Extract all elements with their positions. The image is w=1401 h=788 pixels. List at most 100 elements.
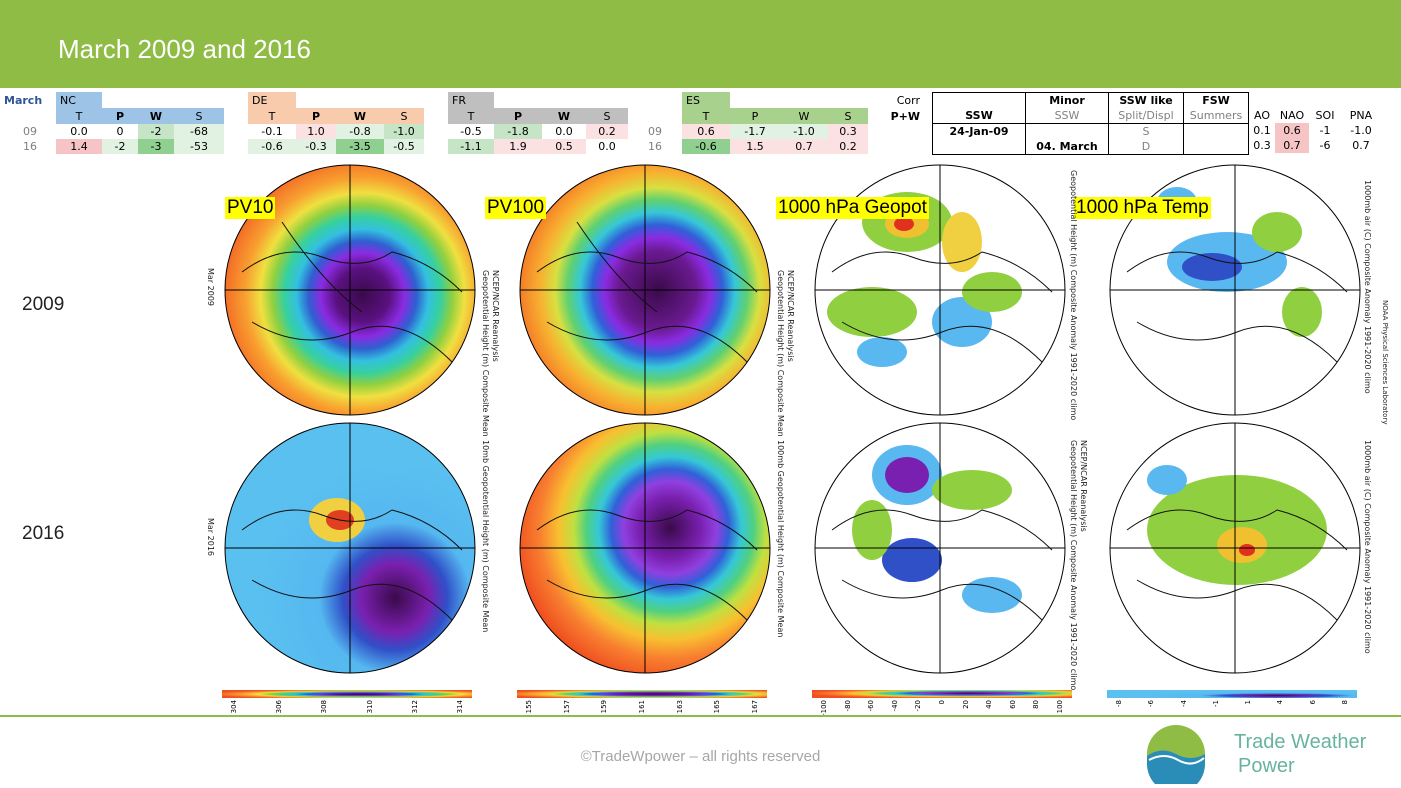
region-fr: FR [448,92,494,108]
cell: -1.0 [780,124,828,139]
cell: -0.6 [248,139,296,154]
colorbar-tick-label: 163 [675,700,684,714]
cell: 0.0 [555,125,573,138]
ssw-header: Minor [1025,92,1109,108]
col-header: S [174,108,224,124]
colorbar-tick-label: 1 [1244,700,1253,705]
cell: -2 [138,124,174,139]
colorbar-tick-label: -100 [820,700,828,716]
colorbar-tick-label: 314 [456,700,464,714]
cell: -3 [138,139,174,154]
brand-logo-icon [1147,725,1205,784]
year-label: 16 [648,140,662,153]
cell: 0.7 [780,139,828,154]
index-header: AO [1254,109,1270,122]
map-caption: NCEP/NCAR Reanalysis Geopotential Height… [481,270,500,437]
cell: 1.9 [494,139,542,154]
col-header: T [56,108,102,124]
index-cell: 0.7 [1352,139,1370,152]
col-header: W [780,108,828,124]
colorbar-tick-label: 308 [320,700,329,714]
corr-label: Corr [896,93,920,107]
index-header: PNA [1349,109,1373,122]
brand-line-2: Power [1238,755,1295,777]
cell: -0.1 [261,125,283,138]
region-de: DE [248,92,296,108]
cell: -0.5 [384,139,424,154]
cell: -68 [174,124,224,139]
cell: -0.3 [296,139,336,154]
map-caption: NCEP/NCAR Reanalysis Geopotential Height… [776,270,795,437]
row-label-2016: 2016 [22,523,65,544]
year-label: 16 [23,140,37,153]
col-header: W [138,108,174,124]
colorbar-tick-label: 161 [638,700,646,714]
map-caption: 10mb Geopotential Height (m) Composite M… [481,440,490,633]
ssw-header: SSW like [1108,92,1184,108]
region-table: March NC DE FR ES Corr T P W S T P W S T… [4,92,926,154]
ssw-cell [932,139,1026,155]
colorbar-tick-label: 310 [365,700,374,714]
index-cell: 0.6 [1275,123,1309,138]
page-title: March 2009 and 2016 [58,34,311,64]
colorbar-tick-label: 165 [713,700,722,714]
cell: -2 [102,139,138,154]
index-cell: -1 [1319,124,1331,137]
cell: 0.2 [586,124,628,139]
cell: 0.0 [598,140,616,153]
cell: -0.6 [682,139,730,154]
cell: 0.5 [542,139,586,154]
ssw-cell [1025,123,1109,139]
col-header: T [448,108,494,124]
index-cell: 0.3 [1253,139,1271,152]
cell: 1.4 [56,139,102,154]
col-header: W [336,108,384,124]
col-header: T [682,108,730,124]
ssw-cell: S [1108,123,1184,139]
ssw-header: FSW [1183,92,1249,108]
cell: 1.5 [730,139,780,154]
footer-divider [0,715,1401,717]
map-caption: 100mb Geopotential Height (m) Composite … [776,440,785,638]
map-caption: NCEP/NCAR Reanalysis Geopotential Height… [1069,440,1088,691]
colorbar-tick-label: -1 [1211,700,1220,707]
col-header: T [248,108,296,124]
map-side-label: Mar 2016 [206,518,215,556]
index-header: NAO [1279,109,1305,122]
colorbar-tick-label: 0 [938,700,946,705]
colorbar-tick-label: 100 [1056,700,1064,714]
colorbar-tick-label: 306 [275,700,284,714]
map-caption: Geopotential Height (m) Composite Anomal… [1069,170,1078,421]
colorbar-tick-label: -4 [1179,700,1188,707]
map-label-geopot: 1000 hPa Geopot [776,197,929,219]
cell: 0.0 [70,125,88,138]
ssw-subheader: SSW [932,108,1026,124]
ssw-subheader: SSW [1025,108,1109,124]
col-header: P [494,108,542,124]
cell: -1.8 [494,124,542,139]
colorbar-tick-label: 167 [751,700,759,714]
col-header: P [730,108,780,124]
colorbar-tick-label: 159 [600,700,609,714]
colorbar-tick-label: -80 [843,700,852,712]
colorbar-tick-label: 155 [525,700,533,714]
colorbar-tick-label: 60 [1008,700,1017,709]
title-bar: March 2009 and 2016 [0,0,1401,88]
cell: -0.5 [460,125,482,138]
col-header: S [828,108,868,124]
col-header: S [586,108,628,124]
colorbar-tick-label: 80 [1032,700,1041,709]
index-cell: -6 [1319,139,1331,152]
year-label: 09 [23,125,37,138]
pw-label: P+W [890,109,920,123]
colorbar-tick-label: 8 [1341,700,1349,705]
brand-line-1: Trade Weather [1234,731,1367,753]
brand-name: Trade Weather Power [1234,730,1366,778]
col-header: W [542,108,586,124]
col-header: S [384,108,424,124]
index-cell: 0.1 [1253,124,1271,137]
map-caption: 1000mb air (C) Composite Anomaly 1991-20… [1363,180,1372,394]
colorbar-tick-label: -8 [1115,700,1123,707]
copyright-text: ©TradeWpower – all rights reserved [580,748,821,765]
ssw-table: Minor SSW like FSW SSW SSW Split/Displ S… [932,92,1249,155]
